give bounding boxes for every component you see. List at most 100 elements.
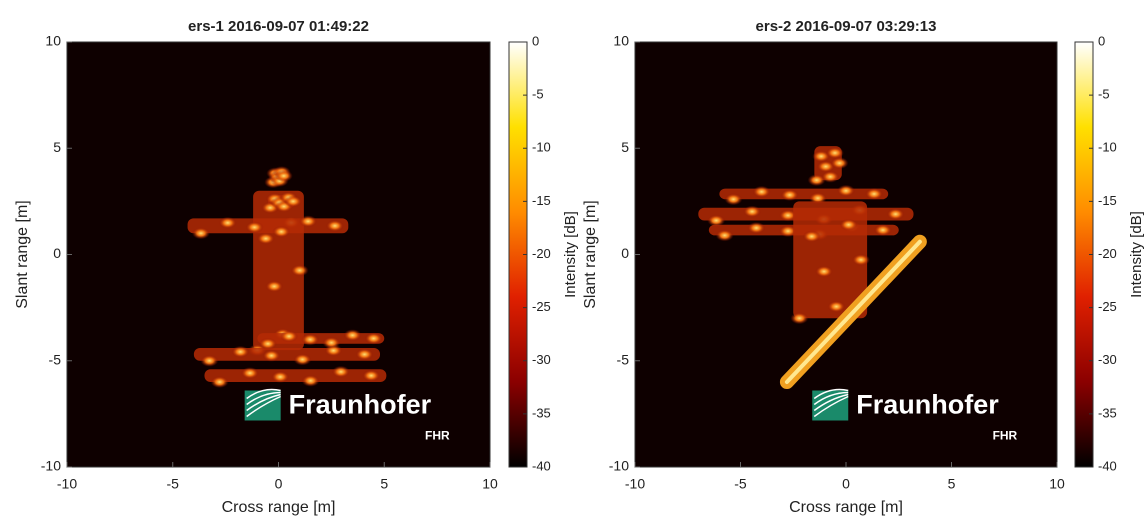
radar-blob bbox=[816, 160, 835, 173]
logo-stripe bbox=[813, 391, 849, 406]
radar-blob bbox=[272, 225, 291, 238]
radar-blob bbox=[825, 146, 844, 159]
radar-blob bbox=[191, 227, 210, 240]
colorbar-tick-label: -15 bbox=[1098, 193, 1117, 208]
colorbar-tick-label: -25 bbox=[532, 299, 551, 314]
logo-stripe bbox=[813, 388, 849, 400]
radar-blob bbox=[851, 253, 870, 266]
x-tick-label: -10 bbox=[57, 476, 77, 492]
colorbar-tick-label: -15 bbox=[532, 193, 551, 208]
radar-blob bbox=[837, 184, 855, 197]
colorbar-tick-label: -40 bbox=[1098, 458, 1117, 473]
x-tick-label: 10 bbox=[482, 476, 498, 492]
chart-title: ers-1 2016-09-07 01:49:22 bbox=[188, 18, 369, 35]
x-tick-label: -5 bbox=[734, 476, 747, 492]
y-tick-label: -10 bbox=[609, 458, 629, 474]
logo-name: Fraunhofer bbox=[289, 390, 432, 420]
x-tick-label: 5 bbox=[948, 476, 956, 492]
radar-blob bbox=[362, 369, 381, 382]
colorbar-tick-label: -20 bbox=[1098, 246, 1117, 261]
colorbar-tick-label: -40 bbox=[532, 458, 551, 473]
radar-blob bbox=[778, 225, 797, 238]
colorbar-tick-label: -10 bbox=[1098, 140, 1117, 155]
logo-name: Fraunhofer bbox=[856, 390, 999, 420]
radar-blob bbox=[200, 354, 219, 367]
x-tick-label: 0 bbox=[275, 476, 283, 492]
radar-blob bbox=[780, 189, 799, 201]
colorbar-tick-label: -10 bbox=[532, 140, 551, 155]
y-tick-label: 5 bbox=[53, 139, 61, 155]
y-tick-label: 0 bbox=[621, 245, 629, 261]
colorbar-tick-label: -30 bbox=[532, 352, 551, 367]
colorbar-label: Intensity [dB] bbox=[1128, 211, 1145, 298]
y-tick-label: 10 bbox=[613, 33, 629, 49]
y-axis-label: Slant range [m] bbox=[14, 200, 31, 309]
y-tick-label: 10 bbox=[45, 33, 61, 49]
x-axis-label: Cross range [m] bbox=[222, 499, 336, 516]
radar-blob bbox=[873, 224, 892, 237]
radar-blob bbox=[802, 230, 821, 243]
radar-blob bbox=[886, 208, 905, 221]
radar-blob bbox=[812, 150, 831, 163]
radar-blob bbox=[707, 214, 726, 227]
radar-blob bbox=[355, 348, 374, 361]
radar-blob bbox=[790, 312, 809, 325]
y-tick-label: -5 bbox=[617, 351, 630, 367]
radar-blob bbox=[752, 185, 771, 198]
radar-blob bbox=[231, 345, 250, 358]
radar-blob bbox=[331, 365, 350, 378]
logo-stripe bbox=[813, 395, 849, 418]
colorbar-label: Intensity [dB] bbox=[562, 211, 579, 298]
x-tick-label: -10 bbox=[625, 476, 645, 492]
radar-blob bbox=[301, 374, 320, 387]
radar-return bbox=[187, 218, 349, 234]
radar-blob bbox=[210, 376, 229, 388]
logo-sub: FHR bbox=[993, 429, 1018, 443]
panel: Fraunhofer FHR -10 -5 0 5 10 -10 -5 0 5 10 ers-2 201… bbox=[582, 18, 1145, 516]
radar-blob bbox=[325, 219, 344, 232]
colorbar-tick-label: -30 bbox=[1098, 352, 1117, 367]
logo-stripe bbox=[246, 388, 281, 400]
radar-blob bbox=[258, 337, 277, 350]
colorbar-tick-label: -5 bbox=[1098, 87, 1110, 102]
radar-blob bbox=[322, 336, 341, 349]
radar-blob bbox=[262, 349, 281, 362]
radar-blob bbox=[865, 187, 884, 200]
colorbar-tick-label: -20 bbox=[532, 246, 551, 261]
radar-blob bbox=[778, 209, 797, 222]
radar-blob bbox=[807, 174, 826, 187]
radar-blob bbox=[245, 221, 264, 234]
y-tick-label: -10 bbox=[41, 458, 61, 474]
radar-return bbox=[193, 348, 381, 361]
radar-blob bbox=[724, 193, 743, 206]
colorbar-tick-label: 0 bbox=[532, 33, 539, 48]
radar-blob bbox=[299, 215, 318, 228]
logo-stripe bbox=[246, 393, 281, 412]
x-tick-label: 0 bbox=[842, 476, 850, 492]
radar-blob bbox=[808, 192, 827, 205]
radar-blob bbox=[290, 264, 309, 277]
y-tick-label: 5 bbox=[621, 139, 629, 155]
logo-stripe bbox=[246, 391, 281, 406]
radar-blob bbox=[743, 205, 762, 218]
colorbar-tick-label: -5 bbox=[532, 87, 544, 102]
radar-blob bbox=[265, 280, 284, 293]
radar-blob bbox=[256, 232, 275, 245]
y-axis-label: Slant range [m] bbox=[582, 200, 599, 309]
radar-blob bbox=[218, 216, 237, 229]
logo-sub: FHR bbox=[425, 429, 450, 443]
radar-blob bbox=[821, 170, 840, 183]
radar-blob bbox=[274, 169, 293, 182]
radar-blob bbox=[364, 332, 383, 345]
radar-blob bbox=[271, 370, 290, 383]
radar-blob bbox=[284, 195, 303, 208]
y-tick-label: 0 bbox=[53, 245, 61, 261]
radar-blob bbox=[240, 367, 259, 380]
radar-blob bbox=[839, 218, 858, 231]
radar-return bbox=[719, 188, 889, 200]
logo-stripe bbox=[246, 395, 281, 418]
radar-blob bbox=[715, 229, 734, 242]
colorbar-tick-label: 0 bbox=[1098, 33, 1105, 48]
radar-return bbox=[784, 239, 922, 384]
